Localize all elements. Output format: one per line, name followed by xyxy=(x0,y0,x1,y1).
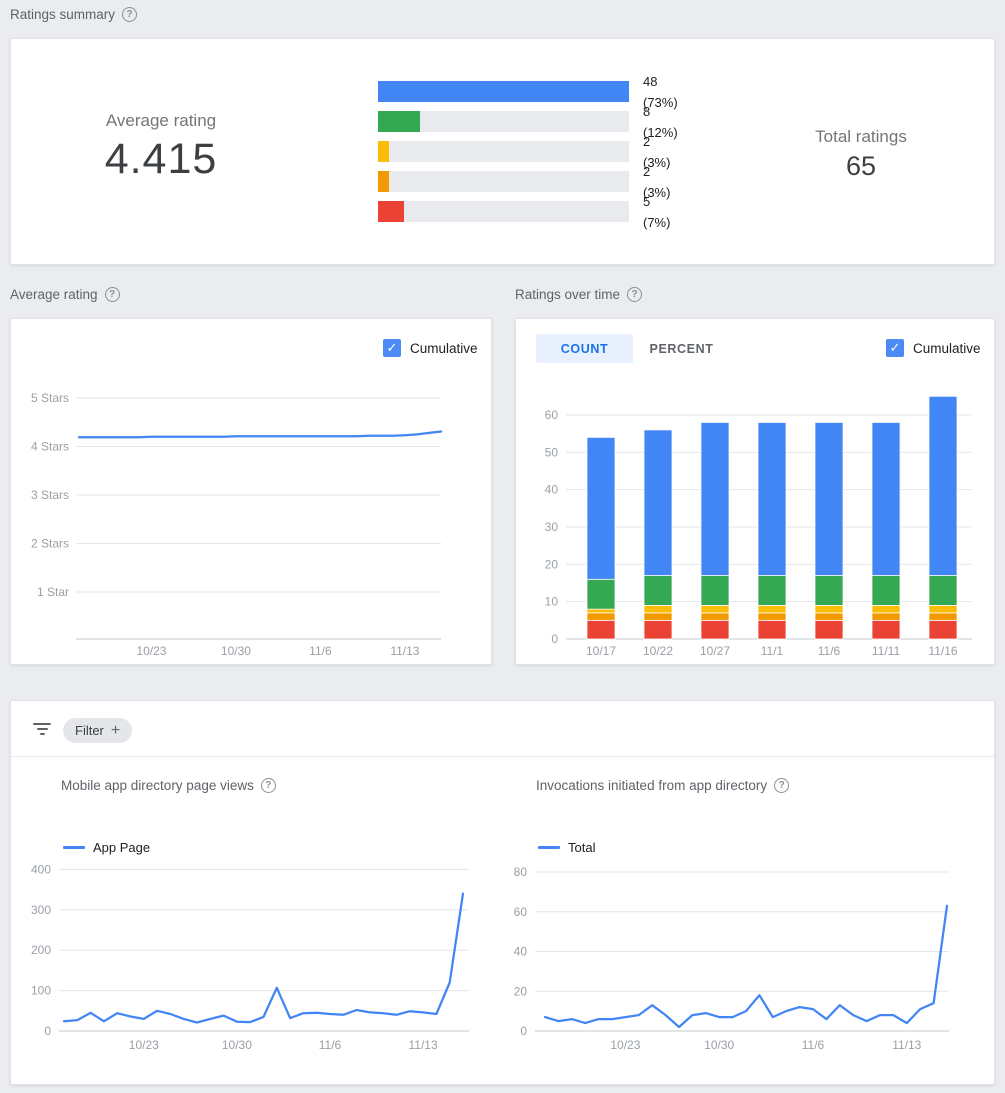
svg-text:10/30: 10/30 xyxy=(221,644,251,658)
svg-text:11/6: 11/6 xyxy=(319,1038,342,1052)
page-title-text: Ratings summary xyxy=(10,7,116,22)
svg-text:4 Stars: 4 Stars xyxy=(31,440,69,454)
svg-text:30: 30 xyxy=(545,520,559,534)
rating-bar-fill xyxy=(378,111,420,132)
svg-text:10/22: 10/22 xyxy=(643,644,673,658)
help-icon[interactable]: ? xyxy=(627,287,643,302)
legend-line-swatch xyxy=(63,846,85,849)
svg-text:60: 60 xyxy=(545,408,559,422)
rating-bar-fill xyxy=(378,141,389,162)
rating-bar-track xyxy=(378,81,629,102)
svg-text:11/13: 11/13 xyxy=(892,1038,921,1052)
rating-count: 2 (3%) xyxy=(643,133,671,170)
svg-text:20: 20 xyxy=(545,557,559,571)
total-ratings-label: Total ratings xyxy=(815,127,907,146)
svg-text:1 Star: 1 Star xyxy=(37,585,69,599)
svg-text:11/6: 11/6 xyxy=(309,644,332,658)
ratings-over-time-chart: 0 10 20 30 40 50 60 10/17 10/22 10/27 11/1 11/6 11/1… xyxy=(545,395,972,658)
svg-text:11/13: 11/13 xyxy=(390,644,419,658)
checkbox-checked-icon[interactable]: ✓ xyxy=(886,339,904,357)
svg-text:10/30: 10/30 xyxy=(222,1038,252,1052)
filter-list-icon[interactable] xyxy=(33,723,51,737)
svg-text:0: 0 xyxy=(551,632,558,646)
svg-text:11/1: 11/1 xyxy=(761,644,784,658)
svg-text:100: 100 xyxy=(31,984,51,998)
average-rating-label: Average rating xyxy=(105,111,217,130)
svg-text:10/23: 10/23 xyxy=(136,644,166,658)
svg-text:10/30: 10/30 xyxy=(704,1038,734,1052)
cumulative-label: Cumulative xyxy=(410,340,478,356)
svg-text:10/27: 10/27 xyxy=(700,644,730,658)
average-rating-block: Average rating 4.415 xyxy=(41,111,281,184)
svg-text:60: 60 xyxy=(514,905,528,919)
svg-text:10: 10 xyxy=(545,595,559,609)
svg-text:40: 40 xyxy=(514,945,528,959)
svg-text:10/23: 10/23 xyxy=(129,1038,159,1052)
invocations-title: Invocations initiated from app directory… xyxy=(536,778,790,793)
rating-bar-fill xyxy=(378,171,389,192)
svg-text:10/23: 10/23 xyxy=(610,1038,640,1052)
tab-count[interactable]: COUNT xyxy=(536,334,633,363)
svg-text:10/17: 10/17 xyxy=(586,644,616,658)
svg-text:20: 20 xyxy=(514,984,528,998)
rating-bar-track xyxy=(378,141,629,162)
svg-text:11/16: 11/16 xyxy=(928,644,957,658)
page-views-legend: App Page xyxy=(63,840,150,855)
cumulative-checkbox-avg[interactable]: ✓ Cumulative xyxy=(383,339,478,357)
svg-text:11/6: 11/6 xyxy=(802,1038,825,1052)
total-ratings-block: Total ratings 65 xyxy=(756,127,966,182)
average-rating-value: 4.415 xyxy=(104,135,218,183)
svg-text:11/13: 11/13 xyxy=(409,1038,438,1052)
svg-text:11/6: 11/6 xyxy=(818,644,841,658)
tab-percent[interactable]: PERCENT xyxy=(649,341,714,356)
svg-text:5 Stars: 5 Stars xyxy=(31,391,69,405)
ratings-over-time-section-title: Ratings over time ? xyxy=(515,287,643,302)
rating-count: 5 (7%) xyxy=(643,193,671,230)
rating-count: 48 (73%) xyxy=(643,73,678,110)
ratings-over-time-card: 0 10 20 30 40 50 60 10/17 10/22 10/27 11/1 11/6 11/1… xyxy=(515,318,995,665)
filter-chip[interactable]: Filter + xyxy=(63,718,133,743)
rating-bar-fill xyxy=(378,81,629,102)
svg-text:200: 200 xyxy=(31,943,51,957)
app-directory-card: Filter + Mobile app directory page views… xyxy=(10,700,995,1085)
cumulative-checkbox-rot[interactable]: ✓ Cumulative xyxy=(886,339,981,357)
average-rating-section-title: Average rating ? xyxy=(10,287,120,302)
svg-text:50: 50 xyxy=(545,445,559,459)
page-title: Ratings summary ? xyxy=(10,7,138,22)
directory-charts: 0 100 200 300 400 10/23 10/30 11/6 11/13 0 20 40 60 8… xyxy=(31,862,949,1052)
filter-chip-label: Filter xyxy=(75,723,104,738)
ratings-summary-card: Average rating 4.415 5.0★ 48 (73%) 4.0★ … xyxy=(10,38,995,265)
svg-text:3 Stars: 3 Stars xyxy=(31,488,69,502)
help-icon[interactable]: ? xyxy=(104,287,120,302)
rating-count: 8 (12%) xyxy=(643,103,678,140)
svg-text:0: 0 xyxy=(44,1024,51,1038)
svg-text:40: 40 xyxy=(545,483,559,497)
rating-bar-track xyxy=(378,111,629,132)
divider xyxy=(11,756,994,757)
total-ratings-value: 65 xyxy=(845,151,877,181)
rating-bar-track xyxy=(378,201,629,222)
svg-text:400: 400 xyxy=(31,862,51,876)
svg-text:300: 300 xyxy=(31,903,51,917)
svg-text:80: 80 xyxy=(514,865,528,879)
average-rating-card: 5 Stars 4 Stars 3 Stars 2 Stars 1 Star 10/23 1… xyxy=(10,318,492,665)
svg-text:11/11: 11/11 xyxy=(872,644,901,658)
rating-bar-track xyxy=(378,171,629,192)
plus-icon: + xyxy=(110,721,121,739)
svg-text:2 Stars: 2 Stars xyxy=(31,537,69,551)
help-icon[interactable]: ? xyxy=(122,7,138,22)
legend-line-swatch xyxy=(538,846,560,849)
cumulative-label: Cumulative xyxy=(913,340,981,356)
help-icon[interactable]: ? xyxy=(774,778,790,793)
checkbox-checked-icon[interactable]: ✓ xyxy=(383,339,401,357)
rating-count: 2 (3%) xyxy=(643,163,671,200)
svg-text:0: 0 xyxy=(520,1024,527,1038)
help-icon[interactable]: ? xyxy=(260,778,276,793)
average-rating-chart: 5 Stars 4 Stars 3 Stars 2 Stars 1 Star 10/23 1… xyxy=(31,391,443,658)
page-views-title: Mobile app directory page views ? xyxy=(61,778,276,793)
invocations-legend: Total xyxy=(538,840,595,855)
rating-bar-fill xyxy=(378,201,405,222)
